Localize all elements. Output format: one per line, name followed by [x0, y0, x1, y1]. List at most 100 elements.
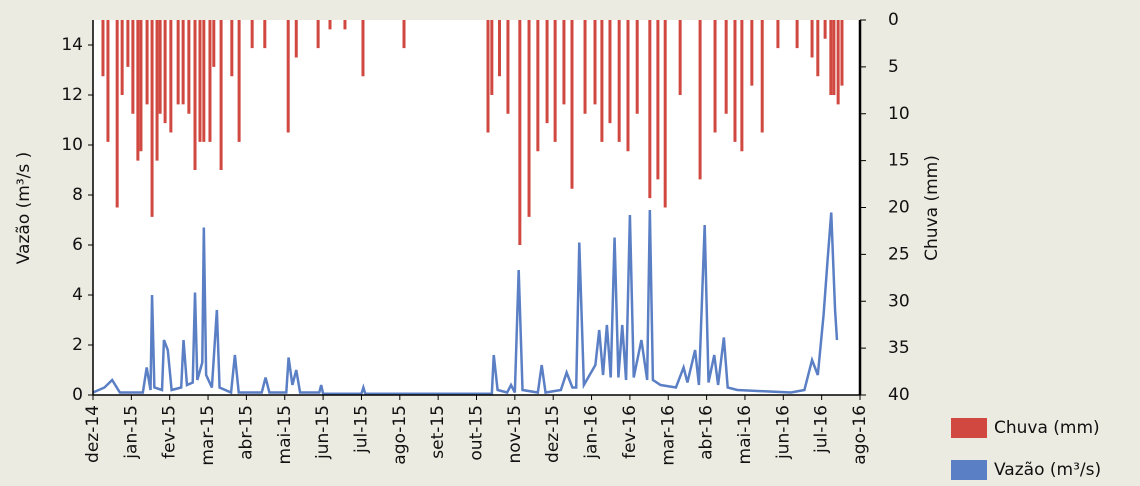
y2-tick-label: 20 — [888, 198, 910, 218]
rain-bar — [212, 20, 216, 67]
rain-bar — [136, 20, 140, 161]
rain-bar — [617, 20, 621, 142]
rain-bar — [139, 20, 143, 152]
rain-bar — [181, 20, 185, 105]
rain-bar — [600, 20, 604, 142]
plot-area — [93, 20, 860, 395]
rain-bar — [713, 20, 717, 133]
x-tick-label: ago-15 — [390, 405, 410, 465]
y2-tick-label: 35 — [888, 338, 910, 358]
rain-bar — [150, 20, 154, 217]
rain-bar — [795, 20, 799, 49]
rain-bar — [158, 20, 162, 114]
rain-bar — [250, 20, 254, 49]
rain-bar — [635, 20, 639, 114]
y2-tick-label: 40 — [888, 385, 910, 405]
legend-label: Chuva (mm) — [994, 418, 1100, 438]
rain-bar — [562, 20, 566, 105]
x-tick-label: jan-16 — [582, 405, 602, 460]
rain-bar — [361, 20, 365, 77]
rain-bar — [343, 20, 347, 30]
rain-bar — [656, 20, 660, 180]
legend-label: Vazão (m³/s) — [994, 460, 1101, 480]
rain-bar — [126, 20, 130, 67]
x-tick-label: nov-15 — [505, 405, 525, 464]
rain-bar — [402, 20, 406, 49]
rain-bar — [176, 20, 180, 105]
x-tick-label: set-15 — [428, 405, 448, 459]
rain-bar — [527, 20, 531, 217]
y-tick-label: 4 — [72, 285, 83, 305]
legend-swatch — [951, 418, 987, 438]
rain-bar — [816, 20, 820, 77]
rain-bar — [193, 20, 197, 170]
rain-bar — [208, 20, 212, 142]
rain-bar — [733, 20, 737, 142]
x-tick-label: abr-16 — [697, 405, 717, 460]
y2-tick-label: 30 — [888, 291, 910, 311]
x-tick-label: dez-15 — [543, 405, 563, 463]
y-axis-label: Vazão (m³/s ) — [14, 152, 34, 265]
legend-swatch — [951, 460, 987, 480]
rain-bar — [169, 20, 173, 133]
rain-bar — [678, 20, 682, 95]
rain-bar — [593, 20, 597, 105]
y2-tick-label: 15 — [888, 151, 910, 171]
rain-bar — [836, 20, 840, 105]
rain-bar — [740, 20, 744, 152]
rain-bar — [106, 20, 110, 142]
y-tick-label: 12 — [61, 85, 83, 105]
rain-bar — [120, 20, 124, 95]
rain-bar — [155, 20, 159, 161]
x-tick-label: mai-16 — [735, 405, 755, 464]
y2-tick-label: 10 — [888, 104, 910, 124]
rain-bar — [498, 20, 502, 77]
rain-bar — [237, 20, 241, 142]
rain-bar — [506, 20, 510, 114]
y-tick-label: 2 — [72, 335, 83, 355]
rain-bar — [776, 20, 780, 49]
x-tick-label: fev-16 — [620, 405, 640, 459]
y-tick-label: 14 — [61, 35, 83, 55]
x-tick-label: ago-16 — [850, 405, 870, 465]
rain-bar — [163, 20, 167, 124]
y2-tick-label: 5 — [888, 57, 899, 77]
rain-bar — [626, 20, 630, 152]
rain-bar — [328, 20, 332, 30]
rain-bar — [583, 20, 587, 114]
rain-bar — [202, 20, 206, 142]
rain-bar — [263, 20, 267, 49]
rain-bar — [663, 20, 667, 208]
x-tick-label: mar-15 — [198, 405, 218, 466]
rain-bar — [553, 20, 557, 142]
x-tick-label: jun-16 — [773, 405, 793, 460]
rain-bar — [545, 20, 549, 124]
rain-bar — [750, 20, 754, 86]
rain-bar — [608, 20, 612, 124]
x-tick-label: fev-15 — [160, 405, 180, 459]
rain-bar — [316, 20, 320, 49]
rain-bar — [570, 20, 574, 189]
rain-bar — [810, 20, 814, 58]
rain-bar — [648, 20, 652, 199]
y2-axis-label: Chuva (mm) — [922, 155, 942, 261]
rain-bar — [724, 20, 728, 114]
rain-bar — [490, 20, 494, 95]
y2-tick-label: 0 — [888, 10, 899, 30]
x-tick-label: mai-15 — [275, 405, 295, 464]
x-tick-label: jun-15 — [313, 405, 333, 460]
x-tick-label: mar-16 — [658, 405, 678, 466]
rain-bar — [823, 20, 827, 39]
rain-bar — [115, 20, 119, 208]
rain-bar — [198, 20, 202, 142]
rain-bar — [219, 20, 223, 170]
x-tick-label: jul-16 — [812, 405, 832, 454]
x-tick-label: abr-15 — [236, 405, 256, 460]
rain-bar — [829, 20, 833, 95]
x-tick-label: out-15 — [467, 405, 487, 461]
x-tick-label: dez-14 — [83, 405, 103, 463]
rain-bar — [131, 20, 135, 114]
y-tick-label: 10 — [61, 135, 83, 155]
x-tick-label: jan-15 — [121, 405, 141, 460]
